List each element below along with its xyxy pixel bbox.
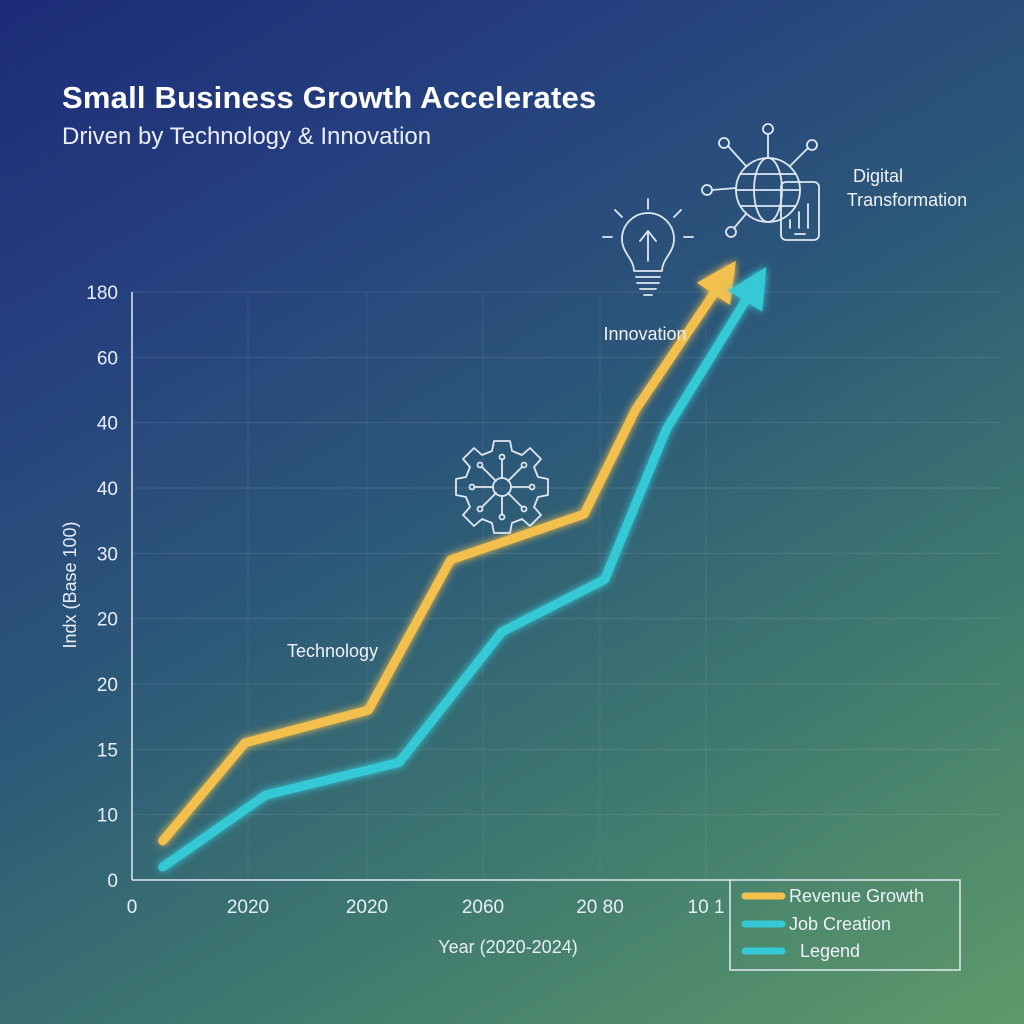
series-arrowhead: [696, 260, 736, 306]
innovation-label: Innovation: [603, 324, 686, 344]
technology-label: Technology: [287, 641, 378, 661]
y-tick-label: 40: [97, 414, 118, 435]
series-arrowhead: [728, 267, 767, 312]
y-tick-label: 60: [97, 348, 118, 369]
legend-items: Revenue Growth Job Creation Legend: [741, 886, 924, 961]
y-tick-label: 180: [86, 283, 118, 304]
chart-subtitle: Driven by Technology & Innovation: [62, 123, 432, 150]
gear-circuit-icon: [455, 440, 549, 534]
y-tick-label: 15: [97, 740, 118, 761]
x-tick-label: 2060: [462, 897, 504, 918]
x-tick-label: 2020: [346, 897, 388, 918]
y-tick-labels: 0 10 15 20 20 30 40 40 60 180: [86, 283, 118, 892]
globe-phone-icon: [701, 123, 820, 241]
y-tick-label: 20: [97, 610, 118, 631]
legend-box: [729, 879, 961, 971]
y-tick-label: 10: [97, 806, 118, 827]
transformation-label: Transformation: [847, 190, 967, 210]
x-tick-labels: 0 2020 2020 2060 20 80 10 1: [127, 897, 725, 918]
y-tick-label: 30: [97, 544, 118, 565]
legend-label: Legend: [800, 941, 860, 961]
digital-transformation-annotation: Digital Transformation: [701, 123, 967, 241]
x-tick-label: 0: [127, 897, 138, 918]
lightbulb-icon: [602, 198, 694, 296]
legend-label: Revenue Growth: [789, 886, 924, 906]
technology-annotation: Technology: [287, 440, 549, 661]
x-tick-label: 2020: [227, 897, 269, 918]
x-axis-label: Year (2020-2024): [438, 937, 577, 957]
legend: Revenue Growth Job Creation Legend: [729, 879, 961, 971]
y-tick-label: 40: [97, 479, 118, 500]
x-tick-label: 10 1: [688, 897, 725, 918]
digital-label: Digital: [853, 166, 903, 186]
y-axis-label: Indx (Base 100): [60, 521, 80, 648]
innovation-annotation: Innovation: [602, 198, 694, 344]
x-tick-label: 20 80: [576, 897, 624, 918]
y-tick-label: 0: [107, 871, 118, 892]
legend-label: Job Creation: [789, 914, 891, 934]
series-lines: [158, 260, 767, 872]
y-tick-label: 20: [97, 675, 118, 696]
grid-lines: [132, 291, 1000, 880]
chart-title: Small Business Growth Accelerates: [62, 80, 597, 115]
